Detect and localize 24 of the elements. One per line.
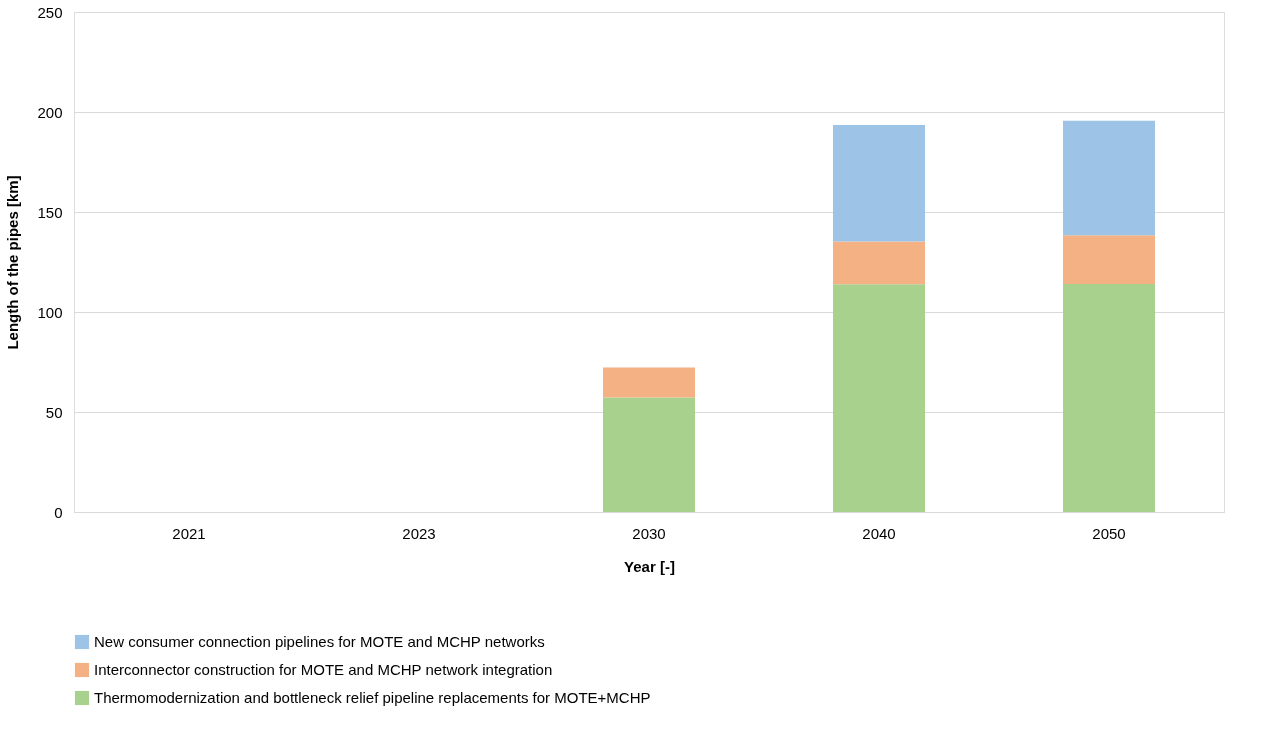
bar <box>833 284 925 512</box>
y-tick-label: 150 <box>37 203 63 221</box>
bar <box>1063 235 1155 284</box>
y-tick-label: 50 <box>45 403 63 421</box>
bar <box>833 241 925 285</box>
x-tick-label: 2030 <box>632 524 666 542</box>
y-axis-title: Length of the pipes [km] <box>4 175 22 350</box>
legend-label: Thermomodernization and bottleneck relief pipeline replacements for MOTE+MCHP <box>94 689 651 706</box>
x-tick-label: 2023 <box>402 524 436 542</box>
y-tick-label: 200 <box>37 103 63 121</box>
bar <box>603 367 695 398</box>
bar <box>1063 120 1155 236</box>
legend-label: Interconnector construction for MOTE and MCHP network integration <box>94 661 553 678</box>
x-tick-label: 2040 <box>862 524 896 542</box>
x-axis-title: Year [-] <box>624 557 675 575</box>
bar <box>603 397 695 512</box>
y-tick-label: 0 <box>54 503 63 521</box>
bar <box>833 125 925 242</box>
bar <box>1063 284 1155 512</box>
y-tick-label: 250 <box>37 3 63 21</box>
legend-label: New consumer connection pipelines for MOTE and MCHP networks <box>94 633 545 650</box>
x-tick-label: 2021 <box>172 524 206 542</box>
y-tick-label: 100 <box>37 303 63 321</box>
x-tick-label: 2050 <box>1092 524 1126 542</box>
